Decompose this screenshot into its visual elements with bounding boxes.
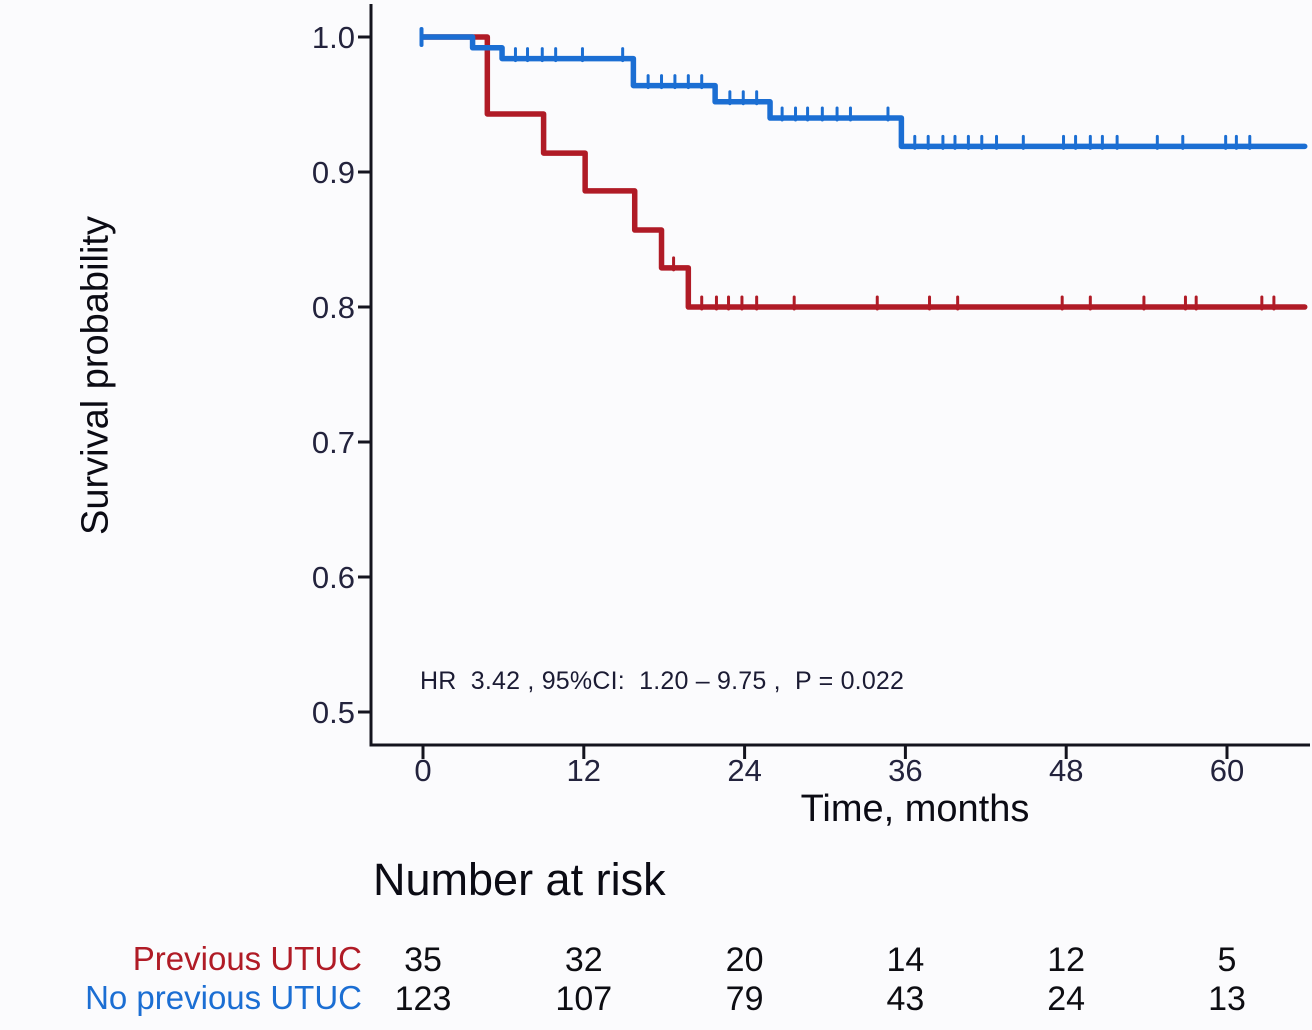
risk-count: 79 xyxy=(725,980,764,1018)
risk-count: 32 xyxy=(564,941,603,979)
y-tick-label: 0.7 xyxy=(312,425,355,460)
x-tick-label: 12 xyxy=(567,753,601,788)
y-tick-label: 0.9 xyxy=(312,155,355,190)
risk-count: 123 xyxy=(394,980,452,1018)
y-tick-label: 0.8 xyxy=(312,290,355,325)
risk-count: 5 xyxy=(1217,941,1237,979)
x-tick-label: 60 xyxy=(1210,753,1244,788)
y-axis-title: Survival probability xyxy=(74,216,117,535)
risk-count: 107 xyxy=(555,980,613,1018)
x-tick-label: 24 xyxy=(727,753,761,788)
risk-count: 12 xyxy=(1047,941,1086,979)
risk-count: 14 xyxy=(886,941,925,979)
x-tick-label: 48 xyxy=(1049,753,1083,788)
x-tick-label: 36 xyxy=(888,753,922,788)
hazard-ratio-annotation: HR 3.42 , 95%CI: 1.20 – 9.75 , P = 0.022 xyxy=(420,667,905,695)
risk-count: 24 xyxy=(1047,980,1086,1018)
risk-count: 20 xyxy=(725,941,764,979)
km-chart-canvas: 1.0 0.9 0.8 0.7 0.6 0.5 0 12 24 36 48 60 xyxy=(312,4,1310,788)
risk-row-label-no-previous-utuc: No previous UTUC xyxy=(85,979,362,1016)
risk-count: 35 xyxy=(404,941,442,979)
x-axis-title: Time, months xyxy=(800,788,1030,830)
risk-row-label-previous-utuc: Previous UTUC xyxy=(132,940,362,977)
x-tick-label: 0 xyxy=(414,753,431,788)
y-tick-label: 0.6 xyxy=(312,560,355,595)
y-tick-label: 0.5 xyxy=(312,695,355,730)
risk-count: 43 xyxy=(886,980,925,1018)
risk-count: 13 xyxy=(1208,980,1246,1018)
y-tick-label: 1.0 xyxy=(312,20,355,55)
risk-table-title: Number at risk xyxy=(373,854,666,905)
survival-curve-previous-utuc xyxy=(420,34,1308,310)
